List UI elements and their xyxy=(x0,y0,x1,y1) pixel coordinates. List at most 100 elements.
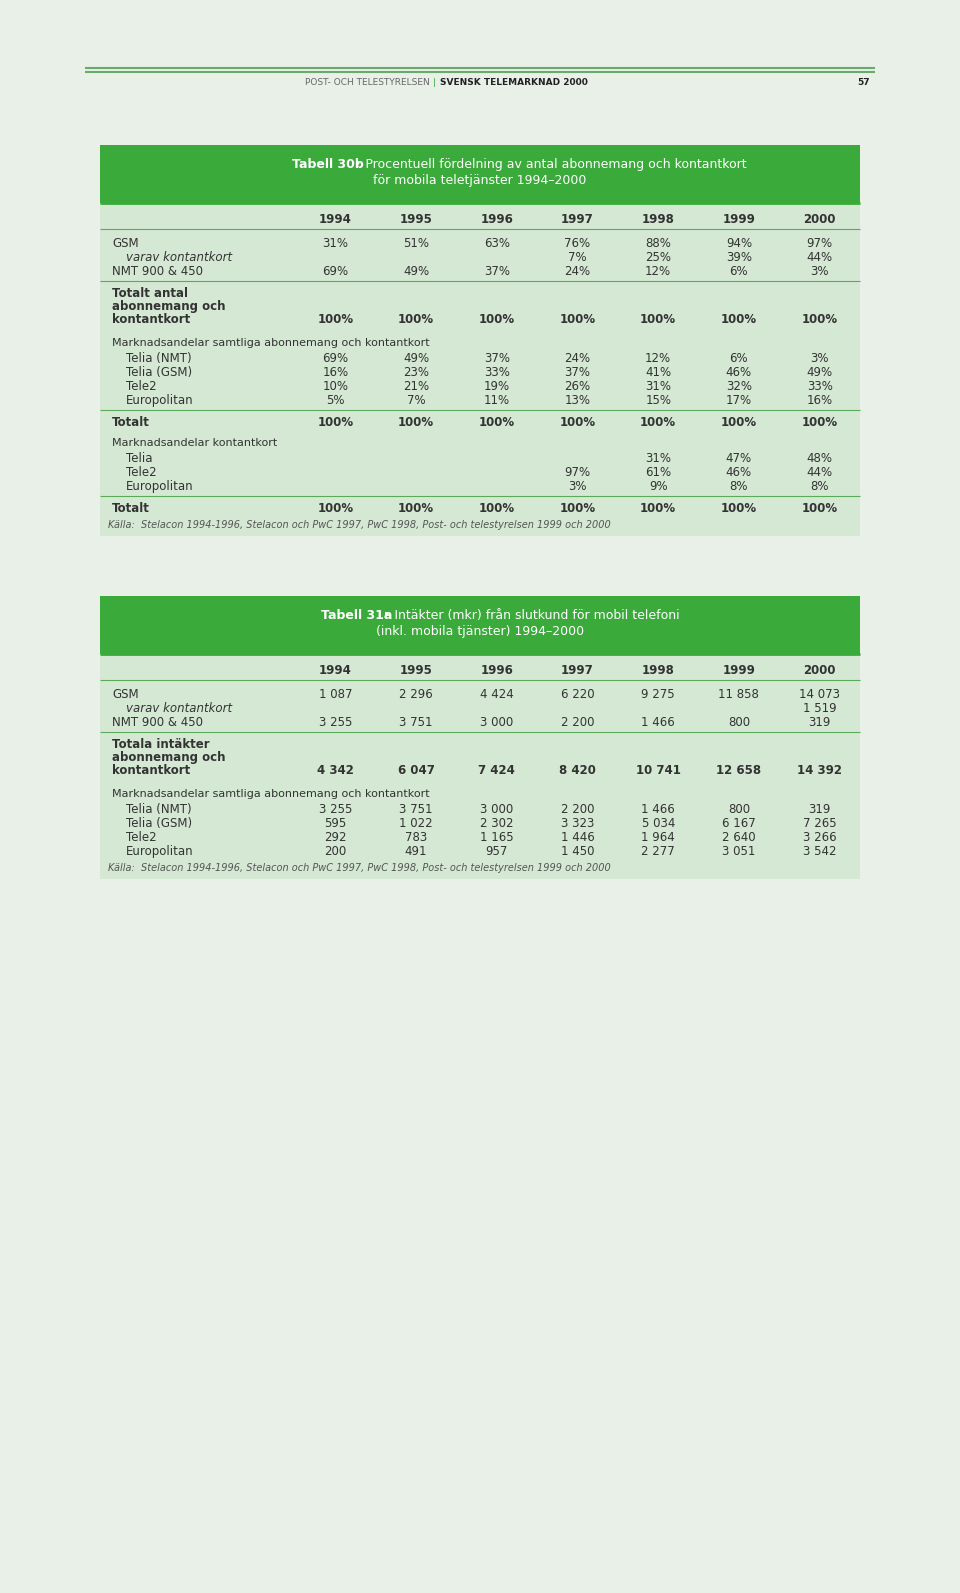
Text: 100%: 100% xyxy=(802,416,838,429)
Text: 2 302: 2 302 xyxy=(480,817,514,830)
Text: Telia (GSM): Telia (GSM) xyxy=(126,366,192,379)
Text: Marknadsandelar kontantkort: Marknadsandelar kontantkort xyxy=(112,438,277,448)
Text: Tabell 30b: Tabell 30b xyxy=(293,158,364,170)
Text: 319: 319 xyxy=(808,803,830,816)
Text: 1 087: 1 087 xyxy=(319,688,352,701)
Text: 8%: 8% xyxy=(810,479,828,492)
Text: 6 220: 6 220 xyxy=(561,688,594,701)
Text: 1998: 1998 xyxy=(642,664,675,677)
Text: 31%: 31% xyxy=(645,452,671,465)
Text: 17%: 17% xyxy=(726,393,752,406)
Text: 292: 292 xyxy=(324,832,347,844)
Text: 100%: 100% xyxy=(479,312,515,327)
Text: Totalt antal: Totalt antal xyxy=(112,287,188,299)
Text: 100%: 100% xyxy=(802,312,838,327)
Text: 11%: 11% xyxy=(484,393,510,406)
Text: |: | xyxy=(433,78,436,88)
Text: 100%: 100% xyxy=(640,312,676,327)
Text: 1996: 1996 xyxy=(480,664,514,677)
Text: 21%: 21% xyxy=(403,381,429,393)
Text: • Procentuell fördelning av antal abonnemang och kontantkort: • Procentuell fördelning av antal abonne… xyxy=(350,158,747,170)
Text: 100%: 100% xyxy=(721,502,757,515)
Text: 23%: 23% xyxy=(403,366,429,379)
Text: 1995: 1995 xyxy=(399,664,433,677)
Text: GSM: GSM xyxy=(112,688,138,701)
Text: 69%: 69% xyxy=(323,352,348,365)
Text: 1999: 1999 xyxy=(723,664,756,677)
Text: 1 964: 1 964 xyxy=(641,832,675,844)
Text: 49%: 49% xyxy=(403,264,429,279)
Text: 12 658: 12 658 xyxy=(716,765,761,777)
Text: 51%: 51% xyxy=(403,237,429,250)
Text: 1 466: 1 466 xyxy=(641,715,675,730)
Text: Tele2: Tele2 xyxy=(126,832,156,844)
Text: 100%: 100% xyxy=(721,416,757,429)
Text: Europolitan: Europolitan xyxy=(126,844,194,859)
Text: 24%: 24% xyxy=(564,352,590,365)
Text: 2 277: 2 277 xyxy=(641,844,675,859)
Text: Tele2: Tele2 xyxy=(126,381,156,393)
Text: Källa:  Stelacon 1994-1996, Stelacon och PwC 1997, PwC 1998, Post- och telestyre: Källa: Stelacon 1994-1996, Stelacon och … xyxy=(108,519,611,530)
Text: 100%: 100% xyxy=(560,416,595,429)
Text: Telia (NMT): Telia (NMT) xyxy=(126,803,192,816)
Text: 44%: 44% xyxy=(806,252,832,264)
Text: 31%: 31% xyxy=(323,237,348,250)
Bar xyxy=(100,145,860,202)
Text: 595: 595 xyxy=(324,817,347,830)
Text: 14 392: 14 392 xyxy=(797,765,842,777)
Text: 100%: 100% xyxy=(721,312,757,327)
Text: 100%: 100% xyxy=(318,502,353,515)
Text: 44%: 44% xyxy=(806,467,832,479)
Text: 1996: 1996 xyxy=(480,213,514,226)
Text: 2 640: 2 640 xyxy=(722,832,756,844)
Text: 6 047: 6 047 xyxy=(397,765,435,777)
Text: 100%: 100% xyxy=(560,312,595,327)
Text: Europolitan: Europolitan xyxy=(126,393,194,406)
Text: 7 265: 7 265 xyxy=(803,817,836,830)
Text: 1994: 1994 xyxy=(319,664,351,677)
Text: 49%: 49% xyxy=(806,366,832,379)
Text: 63%: 63% xyxy=(484,237,510,250)
Text: Totalt: Totalt xyxy=(112,502,150,515)
Text: 1 519: 1 519 xyxy=(803,703,836,715)
Text: 1997: 1997 xyxy=(562,213,594,226)
Text: 1994: 1994 xyxy=(319,213,351,226)
Text: 37%: 37% xyxy=(484,264,510,279)
Text: 26%: 26% xyxy=(564,381,590,393)
Text: 783: 783 xyxy=(405,832,427,844)
Text: varav kontantkort: varav kontantkort xyxy=(126,252,232,264)
Bar xyxy=(100,596,860,655)
Text: 100%: 100% xyxy=(479,502,515,515)
Text: NMT 900 & 450: NMT 900 & 450 xyxy=(112,715,203,730)
Text: 1 466: 1 466 xyxy=(641,803,675,816)
Text: 3 000: 3 000 xyxy=(480,803,514,816)
Text: SVENSK TELEMARKNAD 2000: SVENSK TELEMARKNAD 2000 xyxy=(440,78,588,88)
Text: 16%: 16% xyxy=(323,366,348,379)
Text: Telia (NMT): Telia (NMT) xyxy=(126,352,192,365)
Text: 69%: 69% xyxy=(323,264,348,279)
Text: Marknadsandelar samtliga abonnemang och kontantkort: Marknadsandelar samtliga abonnemang och … xyxy=(112,789,430,800)
Text: 1995: 1995 xyxy=(399,213,433,226)
Text: 3%: 3% xyxy=(810,264,828,279)
Text: 3 255: 3 255 xyxy=(319,803,352,816)
Text: 1999: 1999 xyxy=(723,213,756,226)
Text: 48%: 48% xyxy=(806,452,832,465)
Text: 3%: 3% xyxy=(810,352,828,365)
Text: NMT 900 & 450: NMT 900 & 450 xyxy=(112,264,203,279)
Text: 100%: 100% xyxy=(318,312,353,327)
Text: Marknadsandelar samtliga abonnemang och kontantkort: Marknadsandelar samtliga abonnemang och … xyxy=(112,338,430,347)
Text: 6 167: 6 167 xyxy=(722,817,756,830)
Text: 57: 57 xyxy=(857,78,870,88)
Text: 10 741: 10 741 xyxy=(636,765,681,777)
Text: Tabell 31a: Tabell 31a xyxy=(321,609,393,621)
Text: 3 542: 3 542 xyxy=(803,844,836,859)
Text: 7%: 7% xyxy=(407,393,425,406)
Text: 9%: 9% xyxy=(649,479,667,492)
Text: 12%: 12% xyxy=(645,264,671,279)
Text: 61%: 61% xyxy=(645,467,671,479)
Text: 16%: 16% xyxy=(806,393,832,406)
Text: 1 446: 1 446 xyxy=(561,832,594,844)
Text: 19%: 19% xyxy=(484,381,510,393)
Text: 800: 800 xyxy=(728,715,750,730)
Text: 94%: 94% xyxy=(726,237,752,250)
